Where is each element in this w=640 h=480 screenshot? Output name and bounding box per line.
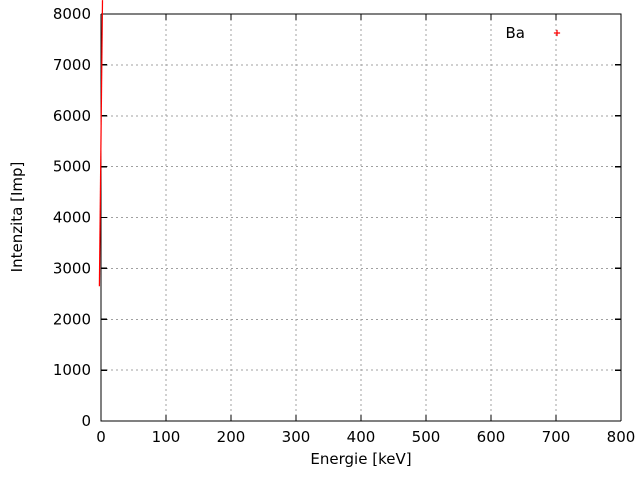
legend-label-ba: Ba	[506, 24, 525, 42]
x-tick-label: 600	[477, 428, 506, 446]
axis-frame-top-right	[101, 13, 622, 421]
y-tick-label: 3000	[53, 259, 91, 277]
x-axis-title: Energie [keV]	[310, 450, 411, 468]
x-tick-label: 700	[542, 428, 571, 446]
x-tick-label: 200	[217, 428, 246, 446]
legend-plus-marker	[553, 29, 561, 37]
y-tick-label: 0	[81, 412, 91, 430]
legend-marker-glyph	[553, 29, 561, 37]
data-markers	[98, 0, 104, 287]
x-tick-labels: 0 100 200 300 400 500 600 700 800	[96, 428, 635, 446]
x-tick-label: 0	[96, 428, 106, 446]
y-tick-label: 6000	[53, 107, 91, 125]
series-ba	[98, 0, 104, 287]
x-tick-label: 800	[607, 428, 636, 446]
y-tick-label: 5000	[53, 158, 91, 176]
y-axis-title: Intenzita [Imp]	[8, 162, 26, 273]
y-tick-label: 7000	[53, 56, 91, 74]
y-tick-label: 4000	[53, 209, 91, 227]
chart-legend: Ba	[506, 24, 561, 42]
y-tick-label: 8000	[53, 5, 91, 23]
y-tick-labels: 0 1000 2000 3000 4000 5000 6000 7000 8000	[53, 5, 91, 430]
x-tick-label: 400	[347, 428, 376, 446]
grid-lines	[101, 14, 621, 421]
y-tick-label: 2000	[53, 310, 91, 328]
x-tick-label: 100	[152, 428, 181, 446]
x-tick-label: 500	[412, 428, 441, 446]
y-tick-label: 1000	[53, 361, 91, 379]
x-tick-label: 300	[282, 428, 311, 446]
marker-cloud	[98, 0, 104, 287]
